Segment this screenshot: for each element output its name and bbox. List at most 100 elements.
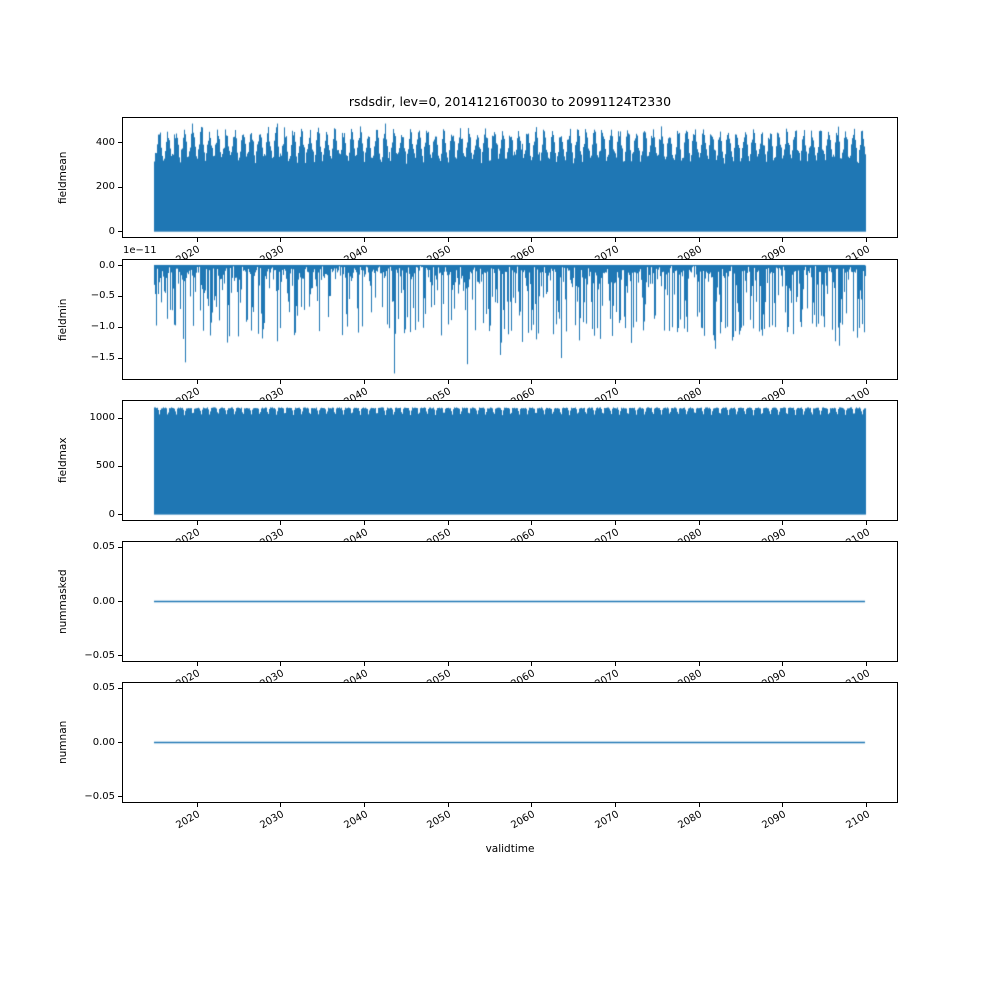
y-tick-label: −0.5	[90, 290, 115, 302]
y-tick-label: −0.05	[84, 649, 115, 661]
y-tick-label: −1.0	[90, 321, 115, 333]
x-tick-mark	[363, 521, 365, 525]
fieldmin-scale-offset-text: 1e−11	[123, 245, 157, 256]
x-tick-mark	[782, 238, 784, 242]
subplot-fieldmax: fieldmax 0 500 1000 2020 2030 2040 2050 2060 20…	[57, 400, 898, 549]
y-tick-mark	[118, 231, 122, 233]
x-tick-mark	[363, 803, 365, 807]
x-tick-label: 2070	[592, 809, 621, 832]
y-tick-label: 400	[95, 136, 115, 148]
x-tick-mark	[615, 380, 616, 384]
x-tick-label: 2030	[258, 809, 286, 832]
chart-title: rsdsdir, lev=0, 20141216T0030 to 2099112…	[348, 94, 672, 109]
fieldmean-x-ticks: 2020 2030 2040 2050 2060 2070 2080 2090 2100	[123, 238, 897, 278]
x-tick-mark	[363, 238, 365, 242]
y-tick-mark	[118, 796, 122, 798]
y-tick-label: 0.00	[92, 736, 115, 748]
x-tick-mark	[531, 803, 533, 807]
fieldmin-x-ticks: 2020 2030 2040 2050 2060 2070 2080 2090 2100	[123, 380, 897, 420]
x-tick-label: 2060	[509, 809, 537, 832]
y-tick-label: 0.00	[92, 595, 115, 607]
x-tick-mark	[196, 521, 198, 525]
x-tick-mark	[447, 521, 449, 525]
y-tick-label: −0.05	[84, 790, 115, 802]
y-tick-mark	[118, 265, 122, 267]
x-tick-mark	[280, 521, 282, 525]
x-tick-mark	[866, 803, 868, 807]
subplot-fieldmin: fieldmin 1e−11 0.0 −0.5 −1.0 −1.5 2020 2030 2…	[57, 245, 898, 408]
x-tick-mark	[866, 662, 868, 666]
y-tick-mark	[118, 601, 122, 602]
fieldmax-plot	[123, 401, 897, 520]
x-tick-mark	[698, 238, 700, 242]
x-tick-label: 2020	[174, 809, 203, 832]
x-tick-mark	[782, 521, 784, 525]
x-tick-mark	[782, 803, 784, 807]
y-tick-mark	[118, 295, 122, 297]
fieldmean-plot	[123, 118, 897, 237]
numnan-x-ticks: 2020 2030 2040 2050 2060 2070 2080 2090 2100	[123, 803, 897, 843]
y-tick-mark	[118, 655, 122, 657]
x-tick-mark	[280, 662, 282, 666]
y-tick-mark	[118, 465, 122, 467]
x-tick-label: 2090	[760, 809, 788, 832]
x-tick-mark	[363, 662, 365, 666]
x-tick-mark	[280, 380, 282, 384]
numnan-plot	[123, 683, 897, 802]
subplot-fieldmean: fieldmean 0 200 400 2020 2030 2040 2050 2060 20…	[57, 117, 898, 266]
x-tick-label: 2100	[844, 809, 872, 832]
x-tick-mark	[196, 803, 198, 807]
y-tick-mark	[118, 417, 122, 419]
y-tick-mark	[118, 546, 122, 548]
y-tick-label: 200	[95, 181, 115, 193]
x-axis-label: validtime	[485, 843, 535, 855]
y-tick-mark	[118, 687, 122, 689]
x-tick-mark	[531, 380, 533, 384]
y-tick-mark	[118, 514, 122, 516]
x-tick-mark	[196, 380, 198, 384]
y-tick-label: 0	[108, 508, 115, 520]
x-tick-mark	[280, 238, 282, 242]
x-tick-mark	[866, 238, 868, 242]
fieldmin-plot	[123, 260, 897, 379]
x-tick-mark	[782, 380, 784, 384]
y-tick-mark	[118, 186, 122, 188]
x-tick-mark	[531, 521, 533, 525]
subplot-nummasked: nummasked 0.05 0.00 −0.05 2020 2030 2040 2050…	[57, 541, 898, 690]
x-tick-mark	[782, 662, 784, 666]
x-tick-mark	[698, 803, 700, 807]
y-tick-label: 1000	[89, 412, 115, 423]
x-tick-label: 2080	[676, 809, 705, 832]
x-tick-mark	[280, 803, 282, 807]
y-tick-label: 0	[108, 225, 115, 237]
x-tick-mark	[615, 662, 616, 666]
x-tick-mark	[615, 238, 616, 242]
x-tick-mark	[531, 662, 533, 666]
x-tick-mark	[698, 662, 700, 666]
x-tick-mark	[447, 662, 449, 666]
y-tick-mark	[118, 742, 122, 743]
x-tick-mark	[196, 662, 198, 666]
fieldmax-x-ticks: 2020 2030 2040 2050 2060 2070 2080 2090 2100	[123, 521, 897, 561]
y-tick-label: 500	[95, 460, 115, 472]
x-tick-mark	[866, 380, 868, 384]
x-tick-label: 2050	[425, 809, 454, 832]
subplot-numnan: numnan 0.05 0.00 −0.05 2020 2030 2040 2050 206…	[57, 682, 898, 831]
x-tick-mark	[363, 380, 365, 384]
nummasked-x-ticks: 2020 2030 2040 2050 2060 2070 2080 2090 2100	[123, 662, 897, 702]
y-tick-label: 0.0	[99, 259, 115, 271]
y-tick-mark	[118, 142, 122, 144]
x-tick-mark	[447, 803, 449, 807]
x-tick-mark	[196, 238, 198, 242]
y-tick-mark	[118, 326, 122, 328]
x-tick-mark	[698, 380, 700, 384]
x-tick-mark	[615, 521, 616, 525]
y-tick-label: 0.05	[92, 682, 115, 694]
nummasked-plot	[123, 542, 897, 661]
x-tick-mark	[447, 380, 449, 384]
x-tick-mark	[615, 803, 616, 807]
x-tick-mark	[531, 238, 533, 242]
x-tick-label: 2040	[341, 809, 370, 832]
x-tick-mark	[447, 238, 449, 242]
